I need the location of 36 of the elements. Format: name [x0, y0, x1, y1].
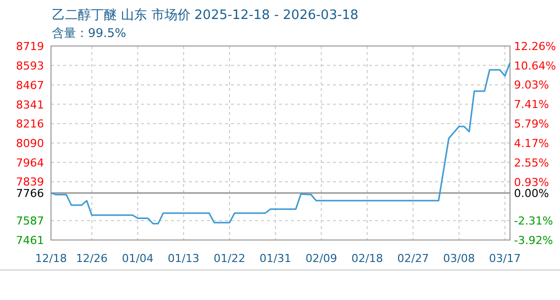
chart-title: 乙二醇丁醚 山东 市场价 2025-12-18 - 2026-03-18	[52, 8, 358, 23]
y2-tick-label: 7.41%	[514, 98, 549, 112]
y-tick-label: 8467	[16, 78, 44, 92]
y-tick-label: 8341	[16, 98, 44, 112]
y-tick-label: 8216	[16, 118, 44, 131]
y-tick-label: 8090	[16, 137, 44, 150]
x-tick-label: 12/26	[76, 252, 108, 265]
y2-tick-label: 5.79%	[514, 118, 549, 131]
x-tick-label: 02/09	[305, 252, 338, 265]
x-tick-label: 02/27	[397, 252, 429, 265]
y2-tick-label: -3.92%	[514, 234, 553, 247]
x-tick-label: 01/04	[122, 252, 154, 265]
x-tick-label: 01/13	[168, 252, 200, 265]
y2-tick-label: 0.93%	[514, 176, 549, 189]
line-series	[50, 62, 511, 224]
y-tick-label: 7964	[16, 156, 44, 170]
y-tick-label: 7461	[16, 234, 44, 247]
x-tick-label: 01/31	[260, 252, 292, 265]
y-tick-label: 7766	[16, 186, 44, 200]
y-tick-label: 7839	[16, 176, 44, 189]
y2-tick-label: 9.03%	[514, 78, 549, 92]
y-tick-label: 8719	[16, 40, 44, 53]
x-tick-label: 01/22	[214, 252, 246, 265]
y2-tick-label: 2.55%	[514, 156, 549, 170]
x-tick-label: 12/18	[35, 252, 67, 265]
y-tick-label: 8593	[16, 59, 44, 72]
y2-tick-label: 10.64%	[514, 59, 556, 72]
y2-tick-label: -2.31%	[514, 214, 553, 228]
y2-tick-label: 12.26%	[514, 40, 556, 53]
chart-subtitle: 含量：99.5%	[52, 26, 126, 40]
x-tick-label: 02/18	[351, 252, 384, 265]
y-tick-label: 7587	[16, 214, 44, 228]
y2-tick-label: 0.00%	[514, 187, 549, 200]
y2-tick-label: 4.17%	[514, 137, 549, 150]
x-tick-label: 03/17	[489, 252, 521, 265]
x-tick-label: 03/08	[443, 252, 475, 265]
